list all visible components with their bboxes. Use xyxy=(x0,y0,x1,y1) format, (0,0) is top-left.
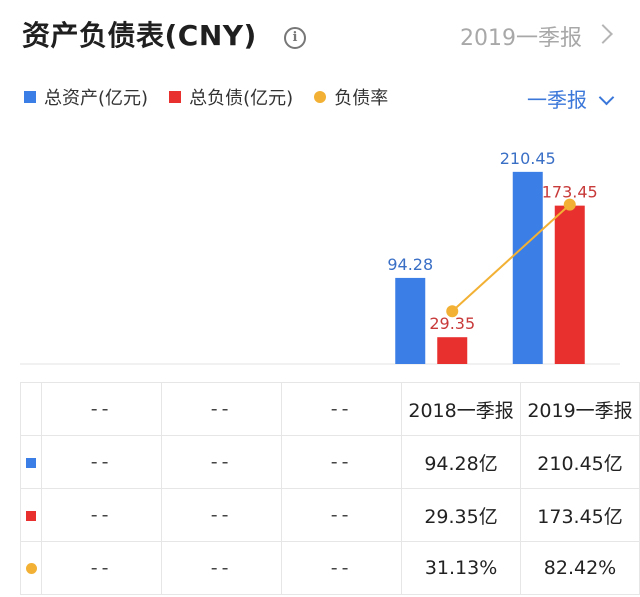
chart-ratio-line xyxy=(446,198,576,318)
ratio-line xyxy=(451,203,571,312)
ratio-point[interactable] xyxy=(563,198,576,211)
table-row: -- -- -- 2018一季报 2019一季报 xyxy=(19,382,640,436)
table-cell: 210.45亿 xyxy=(520,435,640,489)
table-cell: -- xyxy=(281,488,403,542)
page-title: 资产负债表(CNY) xyxy=(22,19,257,52)
table-cell: -- xyxy=(41,541,163,595)
table-row: -- -- -- 29.35亿 173.45亿 xyxy=(19,488,640,542)
table-cell: 94.28亿 xyxy=(401,435,522,489)
table-cell: -- xyxy=(281,541,403,595)
table-header-cell: -- xyxy=(41,382,163,436)
legend-label: 总资产(亿元) xyxy=(44,88,149,109)
table-cell: -- xyxy=(161,488,283,542)
ratio-point[interactable] xyxy=(446,305,459,318)
legend-label: 总负债(亿元) xyxy=(189,88,294,109)
square-marker-icon xyxy=(26,458,37,468)
bar-value-label: 173.45 xyxy=(542,183,598,202)
legend-dot-icon xyxy=(314,91,327,103)
square-marker-icon xyxy=(26,511,37,521)
bar-value-label: 29.35 xyxy=(429,314,475,333)
table-cell: -- xyxy=(161,541,283,595)
table-cell: -- xyxy=(281,435,403,489)
chart-bar-labels: 94.28 29.35 210.45 173.45 xyxy=(387,149,597,333)
table-row: -- -- -- 94.28亿 210.45亿 xyxy=(19,435,640,489)
header: 资产负债表(CNY) i 2019一季报 xyxy=(0,0,640,72)
row-marker xyxy=(19,541,43,595)
table-cell: -- xyxy=(161,435,283,489)
legend-item-total-assets[interactable]: 总资产(亿元) xyxy=(24,84,148,110)
chevron-right-icon[interactable] xyxy=(593,24,613,44)
row-marker xyxy=(19,488,43,542)
bar-assets[interactable] xyxy=(512,171,543,364)
table-header-cell: 2018一季报 xyxy=(401,382,522,436)
table-cell: 173.45亿 xyxy=(520,488,640,542)
table-cell: 31.13% xyxy=(401,541,522,595)
row-marker xyxy=(19,435,43,489)
bar-assets[interactable] xyxy=(395,277,426,364)
period-select[interactable]: 一季报 xyxy=(527,84,615,113)
info-icon[interactable]: i xyxy=(284,27,306,49)
table-row: -- -- -- 31.13% 82.42% xyxy=(19,541,640,595)
table-header-cell: -- xyxy=(161,382,283,436)
balance-sheet-chart: 94.28 29.35 210.45 173.45 xyxy=(20,149,620,365)
table-header-cell: -- xyxy=(281,382,403,436)
legend-swatch-icon xyxy=(169,91,182,103)
chevron-down-icon xyxy=(598,89,615,106)
bar-liabilities[interactable] xyxy=(554,205,585,364)
table-cell: -- xyxy=(41,435,163,489)
legend-item-debt-ratio[interactable]: 负债率 xyxy=(314,84,388,110)
legend-swatch-icon xyxy=(24,91,36,103)
chart-bars xyxy=(395,171,585,364)
chart-legend: 总资产(亿元) 总负债(亿元) 负债率 xyxy=(24,84,404,112)
table-cell: 82.42% xyxy=(520,541,640,595)
legend-label: 负债率 xyxy=(334,88,389,109)
dot-marker-icon xyxy=(25,563,37,574)
table-header-cell: 2019一季报 xyxy=(520,382,640,436)
table-cell: 29.35亿 xyxy=(401,488,522,542)
bar-liabilities[interactable] xyxy=(437,337,468,364)
bar-value-label: 210.45 xyxy=(500,149,556,168)
legend-item-total-liabilities[interactable]: 总负债(亿元) xyxy=(169,84,293,110)
period-select-label: 一季报 xyxy=(527,88,587,112)
period-link[interactable]: 2019一季报 xyxy=(460,26,582,51)
row-marker xyxy=(19,382,43,436)
data-table: -- -- -- 2018一季报 2019一季报 -- -- -- 94.28亿 210.45亿 -… xyxy=(19,382,640,595)
table-cell: -- xyxy=(41,488,163,542)
bar-value-label: 94.28 xyxy=(387,255,433,274)
